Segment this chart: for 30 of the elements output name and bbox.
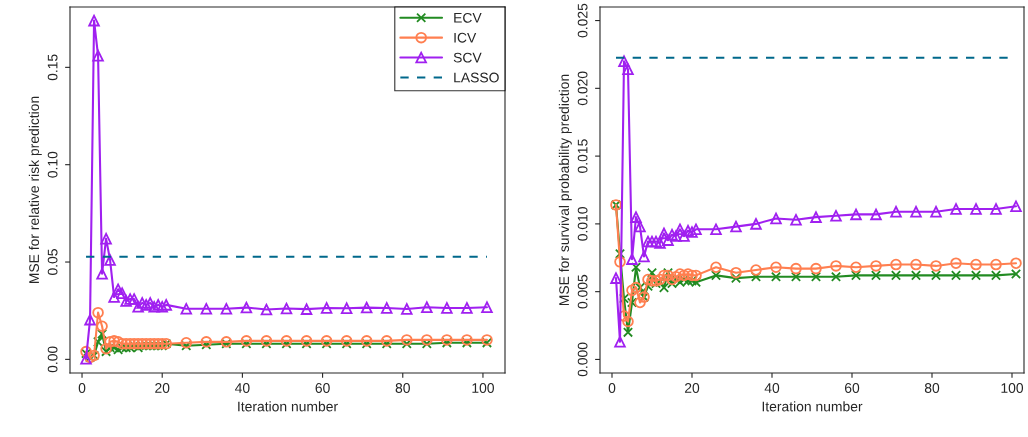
x-tick-label: 20 xyxy=(155,383,170,393)
x-tick-label: 0 xyxy=(78,383,86,393)
x-tick-label: 20 xyxy=(684,383,700,393)
y-tick-label: 0.10 xyxy=(47,151,58,178)
x-tick-label: 40 xyxy=(764,383,780,393)
x-tick-label: 60 xyxy=(844,383,860,393)
x-axis-title: Iteration number xyxy=(238,401,338,412)
y-tick-label: 0.025 xyxy=(577,3,588,38)
y-tick-label: 0.00 xyxy=(47,346,58,373)
x-tick-label: 80 xyxy=(395,383,410,393)
y-tick-label: 0.000 xyxy=(577,342,588,377)
x-tick-label: 40 xyxy=(234,383,250,393)
x-axis-title: Iteration number xyxy=(762,401,863,412)
y-axis-title: MSE for survival probability prediction xyxy=(558,74,572,306)
y-tick-label: 0.05 xyxy=(47,249,58,275)
x-tick-label: 80 xyxy=(924,383,940,393)
legend-label: ICV xyxy=(454,32,477,43)
y-tick-label: 0.020 xyxy=(577,71,588,106)
x-tick-label: 100 xyxy=(1001,383,1024,393)
y-tick-label: 0.005 xyxy=(577,274,588,309)
y-tick-label: 0.015 xyxy=(577,139,588,173)
y-tick-label: 0.15 xyxy=(47,54,58,81)
x-tick-label: 0 xyxy=(608,383,616,393)
legend-label: SCV xyxy=(453,52,482,63)
x-tick-label: 60 xyxy=(315,383,330,393)
y-axis-title: MSE for relative risk prediction xyxy=(28,96,42,284)
x-tick-label: 100 xyxy=(472,383,494,393)
legend-label: ECV xyxy=(454,12,482,23)
legend-label: LASSO xyxy=(454,72,499,83)
y-tick-label: 0.010 xyxy=(577,207,588,241)
